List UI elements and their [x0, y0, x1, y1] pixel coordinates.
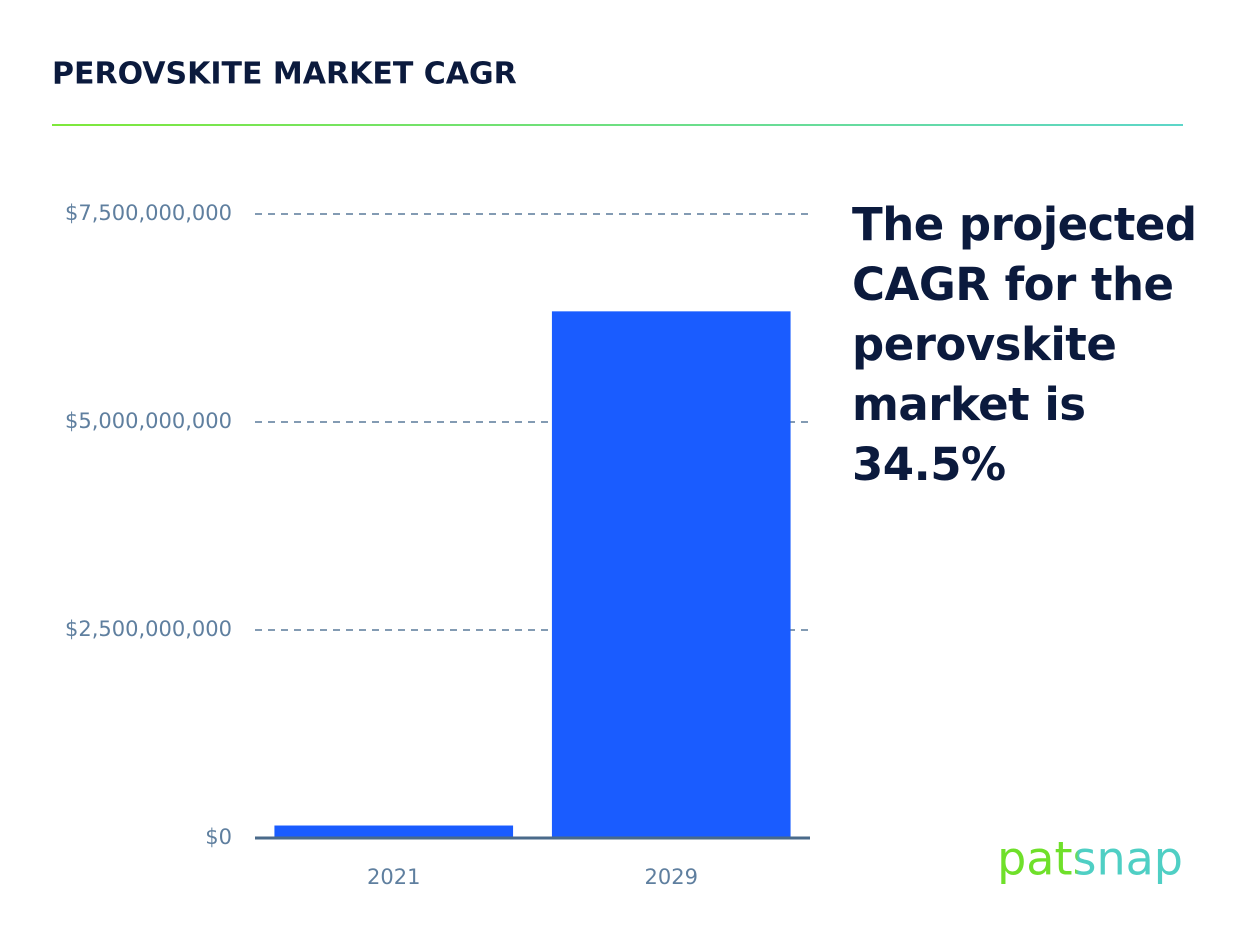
bar [274, 825, 514, 838]
y-tick-label: $5,000,000,000 [65, 409, 232, 433]
x-tick-label: 2029 [645, 865, 698, 889]
y-tick-label: $7,500,000,000 [65, 201, 232, 225]
bar [551, 311, 791, 838]
logo: patsnap [997, 832, 1183, 886]
x-tick-label: 2021 [367, 865, 420, 889]
y-tick-label: $0 [205, 825, 232, 849]
chart-title: PEROVSKITE MARKET CAGR [52, 57, 517, 92]
title-rule [52, 124, 1183, 126]
annotation: The projected CAGR for the perovskite ma… [852, 198, 1197, 491]
y-tick-label: $2,500,000,000 [65, 617, 232, 641]
